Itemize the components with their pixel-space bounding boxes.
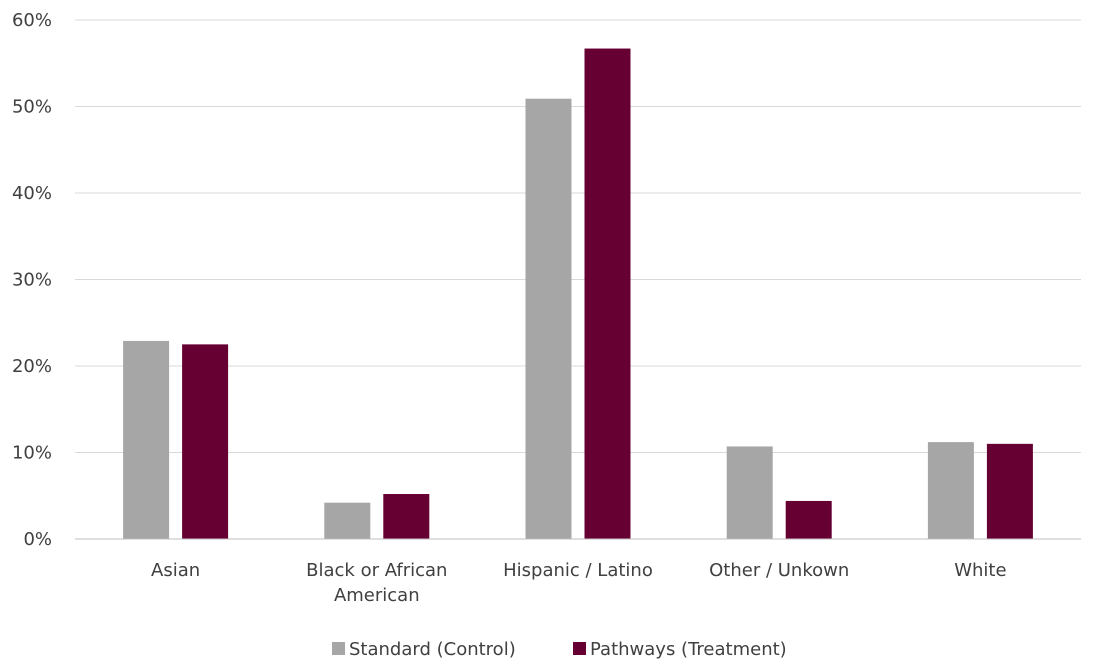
x-category-label: Black or African (306, 560, 447, 581)
legend-label: Pathways (Treatment) (590, 639, 787, 660)
x-category-label: American (334, 585, 420, 606)
bars (123, 48, 1033, 540)
y-tick-label: 40% (12, 183, 52, 204)
bar-control (927, 442, 974, 539)
legend: Standard (Control) Pathways (Treatment) (332, 639, 787, 660)
legend-swatch (332, 642, 345, 655)
bar-control (324, 502, 371, 539)
y-tick-label: 60% (12, 10, 52, 31)
bar-treatment (986, 443, 1033, 539)
legend-swatch (573, 642, 586, 655)
y-tick-label: 50% (12, 97, 52, 118)
x-category-label: Asian (151, 560, 200, 581)
bar-control (123, 340, 170, 539)
y-tick-label: 0% (23, 529, 52, 550)
gridlines (75, 19, 1081, 453)
bar-control (726, 446, 773, 539)
y-tick-label: 10% (12, 443, 52, 464)
x-category-label: Hispanic / Latino (503, 560, 653, 581)
x-category-label: Other / Unkown (709, 560, 849, 581)
bar-treatment (584, 48, 631, 540)
bar-treatment (383, 494, 430, 539)
legend-label: Standard (Control) (349, 639, 516, 660)
y-axis-ticks: 0% 10% 20% 30% 40% 50% 60% (12, 10, 52, 550)
y-tick-label: 30% (12, 270, 52, 291)
bar-treatment (785, 500, 832, 539)
bar-control (525, 98, 572, 539)
y-tick-label: 20% (12, 356, 52, 377)
bar-treatment (182, 344, 229, 539)
x-category-label: White (954, 560, 1006, 581)
x-axis-category-labels: Asian Black or African American Hispanic / … (151, 560, 1007, 606)
